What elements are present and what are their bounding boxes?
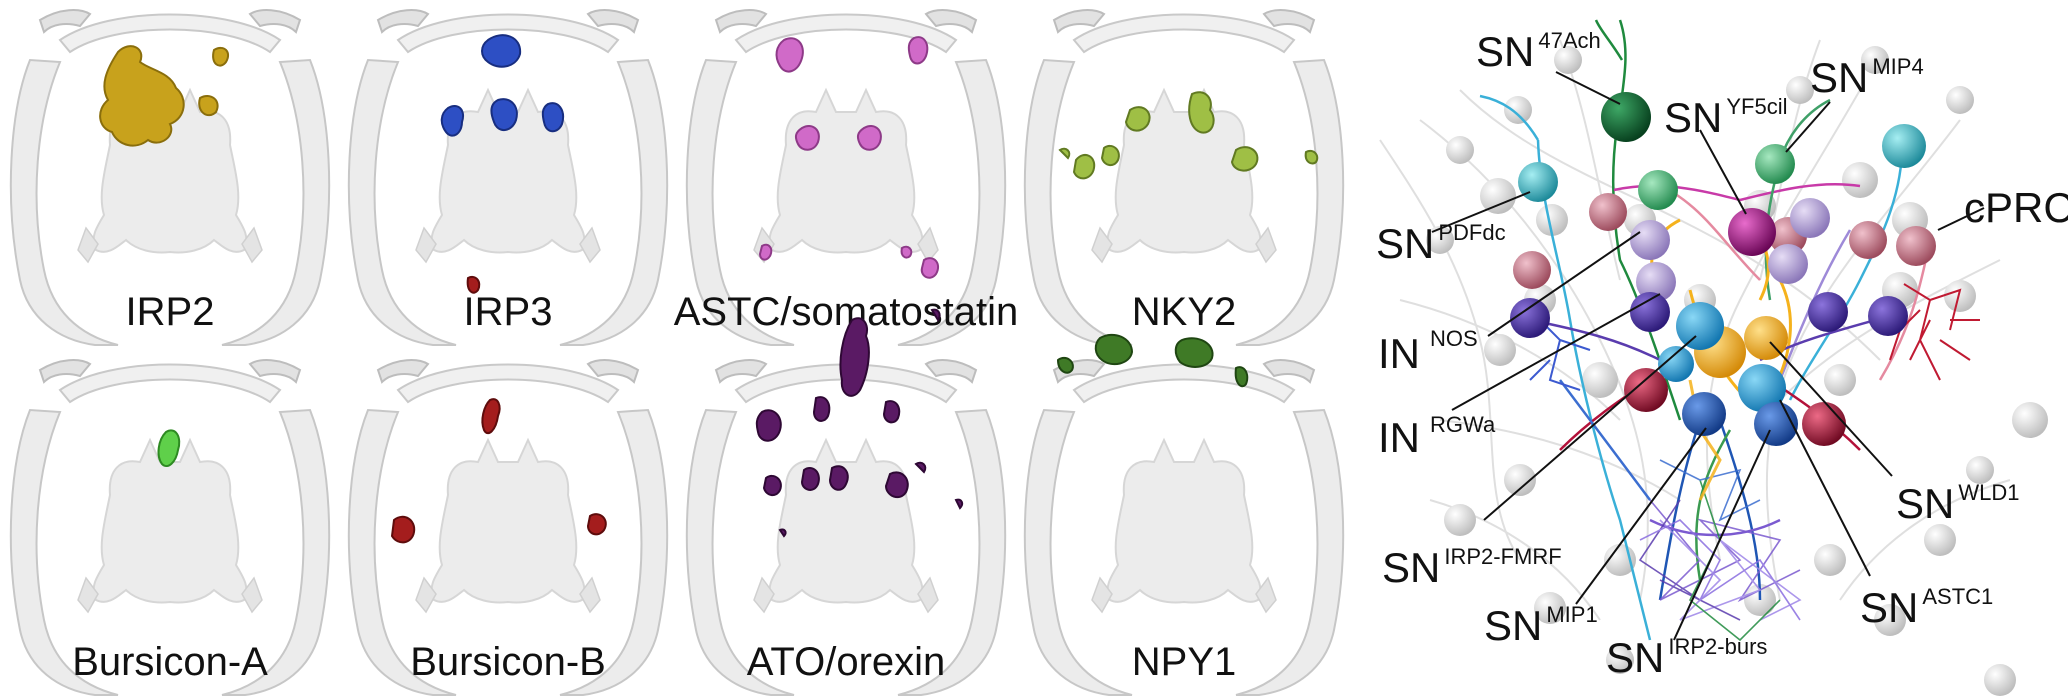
sphere-cyan-3 xyxy=(1658,346,1694,382)
panel-label-nky2: NKY2 xyxy=(1132,290,1237,334)
sphere-cyan-2 xyxy=(1738,364,1786,412)
panel-label-npy1: NPY1 xyxy=(1132,640,1237,684)
sphere-lav-3 xyxy=(1790,198,1830,238)
panel-irp3: IRP3 xyxy=(347,9,669,347)
irp2-signal-blob xyxy=(99,45,230,147)
sphere-mip4 xyxy=(1755,144,1795,184)
sphere-cyan-1 xyxy=(1676,302,1724,350)
sphere-pink-2 xyxy=(1513,251,1551,289)
neuron-label-cprc: cPRC xyxy=(1964,184,2068,231)
sphere-nos xyxy=(1510,298,1550,338)
panel-label-bursicon-a: Bursicon-A xyxy=(72,640,268,684)
neuron-label-pdfdc: SN PDFdc xyxy=(1376,220,1506,267)
panel-label-astc: ASTC/somatostatin xyxy=(674,290,1019,334)
sphere-yf5cil xyxy=(1728,208,1776,256)
leader-lines xyxy=(1431,71,1985,641)
neuron-label-nos: IN NOS xyxy=(1378,326,1478,377)
panel-label-irp2: IRP2 xyxy=(126,290,215,334)
neuron-label-irp2-burs: SN IRP2-burs xyxy=(1606,634,1767,681)
neuron-label-irp2-fmrf: SN IRP2-FMRF xyxy=(1382,544,1562,591)
sphere-lav-2 xyxy=(1636,262,1676,302)
panel-label-irp3: IRP3 xyxy=(464,290,553,334)
npy1-signal-blob xyxy=(1056,333,1249,388)
neuron-labels: SN 47Ach SN MIP4 SN YF5cil SN PDFdc cPRC IN N… xyxy=(1376,28,2068,681)
sphere-purple-3 xyxy=(1808,292,1848,332)
sphere-blue-1 xyxy=(1682,392,1726,436)
sphere-crimson-1 xyxy=(1624,368,1668,412)
left-arbor xyxy=(1529,319,1591,391)
panel-nky2: NKY2 xyxy=(1023,9,1345,347)
neuron-label-yf5cil: SN YF5cil xyxy=(1664,94,1787,141)
sphere-lav-1 xyxy=(1630,220,1670,260)
bursicon-a-signal-blob xyxy=(157,429,181,468)
panel-bursicon-a: Bursicon-A xyxy=(9,359,331,696)
neuron-label-mip1: SN MIP1 xyxy=(1484,602,1598,649)
panel-label-bursicon-b: Bursicon-B xyxy=(410,640,606,684)
sphere-crimson-2 xyxy=(1802,402,1846,446)
panel-bursicon-b: Bursicon-B xyxy=(347,276,669,696)
sphere-pink-4 xyxy=(1849,221,1887,259)
neuron-label-mip4: SN MIP4 xyxy=(1810,54,1924,101)
sphere-lav-4 xyxy=(1768,244,1808,284)
sphere-teal-right xyxy=(1882,124,1926,168)
neuron-label-astc1: SN ASTC1 xyxy=(1860,584,1993,631)
ato-signal-blob xyxy=(755,308,964,538)
panel-irp2: IRP2 xyxy=(9,9,331,347)
bursicon-b-signal-blob xyxy=(390,276,607,544)
nky2-signal-blob xyxy=(1058,91,1319,180)
panel-ato: ATO/orexin xyxy=(685,308,1007,696)
sphere-cprc xyxy=(1896,226,1936,266)
panel-npy1: NPY1 xyxy=(1023,333,1345,696)
neuron-spheres xyxy=(1510,92,1936,446)
sphere-purple-4 xyxy=(1868,296,1908,336)
neuron-label-wld1: SN WLD1 xyxy=(1896,480,2019,527)
neuron-label-47ach: SN 47Ach xyxy=(1476,28,1601,75)
astc-signal-blob xyxy=(758,36,940,279)
sphere-47ach xyxy=(1601,92,1651,142)
sphere-green-mid xyxy=(1638,170,1678,210)
panel-label-ato: ATO/orexin xyxy=(747,640,946,684)
irp3-signal-blob xyxy=(440,34,564,137)
sphere-pink-1 xyxy=(1589,193,1627,231)
panel-astc: ASTC/somatostatin xyxy=(674,9,1019,347)
sphere-pdfdc xyxy=(1518,162,1558,202)
neuron-map: SN 47Ach SN MIP4 SN YF5cil SN PDFdc cPRC IN N… xyxy=(1376,19,2068,696)
sphere-purple-2 xyxy=(1630,292,1670,332)
neuron-label-rgwa: IN RGWa xyxy=(1378,412,1496,461)
